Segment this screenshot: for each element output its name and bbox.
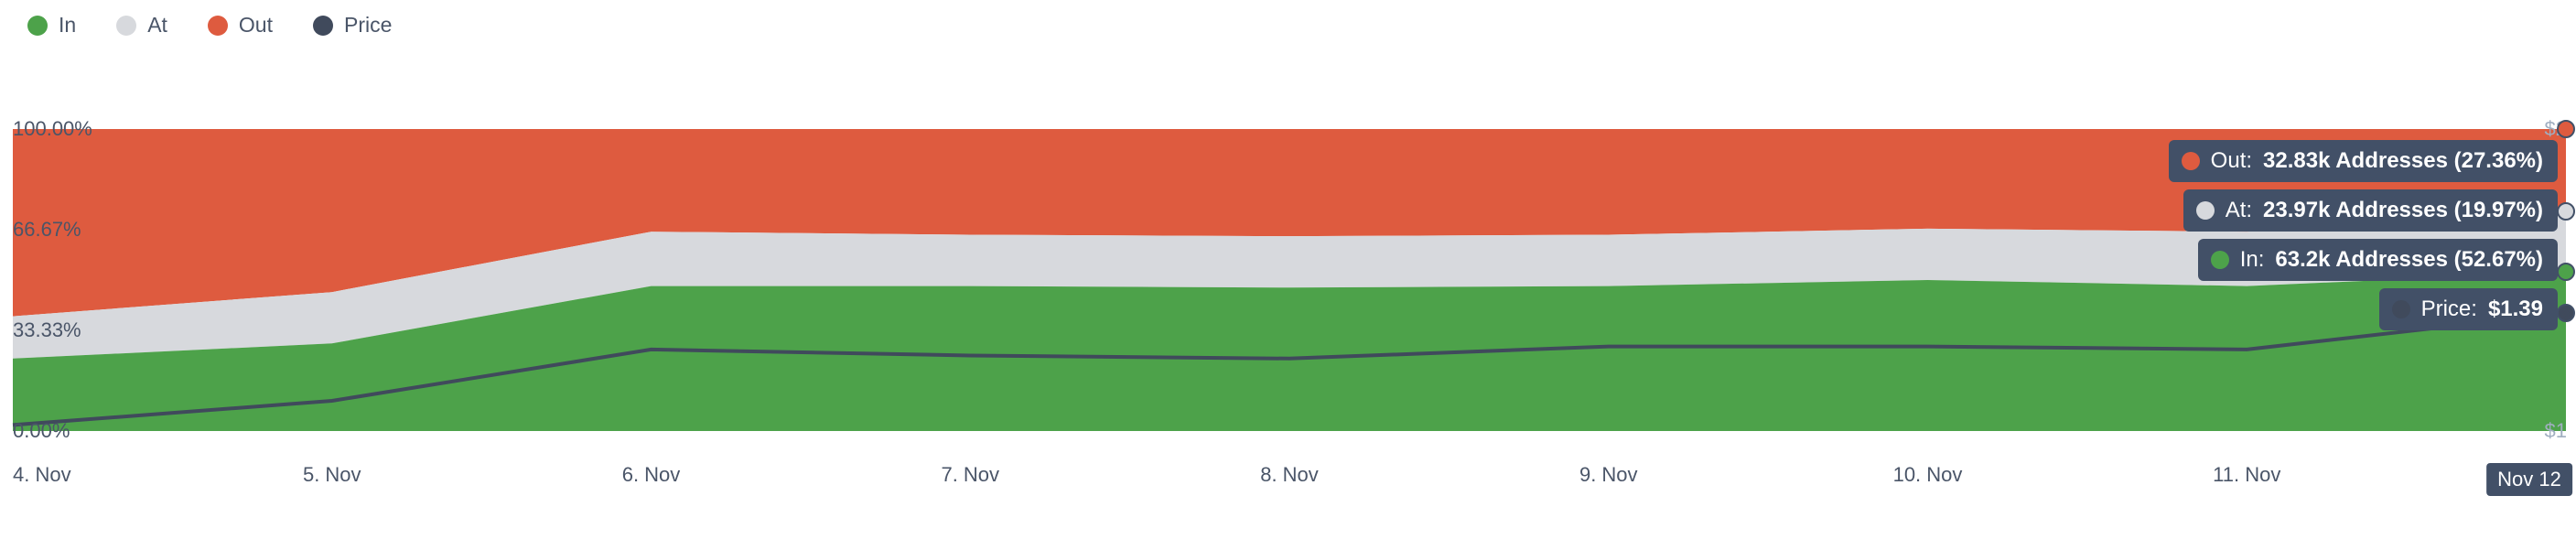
legend-label: At <box>147 13 167 38</box>
tooltip-row-at: At: 23.97k Addresses (19.97%) <box>2183 189 2558 232</box>
out-dot-icon <box>2182 152 2200 170</box>
at-dot-icon <box>2196 201 2215 220</box>
out-color-dot <box>208 16 228 36</box>
price-dot-icon <box>2392 300 2410 318</box>
x-axis-label: 9. Nov <box>1579 463 1638 487</box>
price-color-dot <box>313 16 333 36</box>
hover-marker-at <box>2557 202 2575 221</box>
tooltip-label: At: <box>2226 198 2252 223</box>
hover-marker-price <box>2557 304 2575 322</box>
tooltip-value: 23.97k Addresses (19.97%) <box>2263 198 2543 223</box>
x-axis-label: 7. Nov <box>941 463 999 487</box>
tooltip-label: In: <box>2240 247 2265 273</box>
legend-item-price[interactable]: Price <box>313 13 392 38</box>
tooltip-value: 63.2k Addresses (52.67%) <box>2275 247 2543 273</box>
legend-item-in[interactable]: In <box>27 13 76 38</box>
x-axis-label: 6. Nov <box>622 463 681 487</box>
chart-tooltip: Out: 32.83k Addresses (27.36%) At: 23.97k… <box>2169 140 2558 330</box>
x-axis-label: 4. Nov <box>13 463 71 487</box>
tooltip-row-out: Out: 32.83k Addresses (27.36%) <box>2169 140 2558 182</box>
tooltip-value: $1.39 <box>2488 296 2543 322</box>
legend-label: Out <box>239 13 273 38</box>
tooltip-row-in: In: 63.2k Addresses (52.67%) <box>2198 239 2558 281</box>
in-dot-icon <box>2211 251 2229 269</box>
y-axis-label: 66.67% <box>13 218 81 242</box>
x-axis-label-active: Nov 12 <box>2486 463 2572 496</box>
legend-label: In <box>59 13 76 38</box>
x-axis-label: 10. Nov <box>1893 463 1963 487</box>
at-color-dot <box>116 16 136 36</box>
tooltip-label: Price: <box>2421 296 2477 322</box>
tooltip-value: 32.83k Addresses (27.36%) <box>2263 148 2543 174</box>
legend-label: Price <box>344 13 392 38</box>
tooltip-row-price: Price: $1.39 <box>2379 288 2558 330</box>
y-axis-label: 100.00% <box>13 117 92 141</box>
legend-item-at[interactable]: At <box>116 13 167 38</box>
x-axis-label: 11. Nov <box>2213 463 2280 487</box>
x-axis-label: 5. Nov <box>303 463 361 487</box>
y-axis-label: 33.33% <box>13 318 81 342</box>
tooltip-label: Out: <box>2211 148 2252 174</box>
in-color-dot <box>27 16 48 36</box>
hover-marker-in <box>2557 263 2575 281</box>
y-axis-right-label: $1 <box>2545 419 2567 443</box>
y-axis-label: 0.00% <box>13 419 70 443</box>
legend-item-out[interactable]: Out <box>208 13 273 38</box>
hover-marker-out <box>2557 120 2575 138</box>
x-axis-label: 8. Nov <box>1260 463 1319 487</box>
